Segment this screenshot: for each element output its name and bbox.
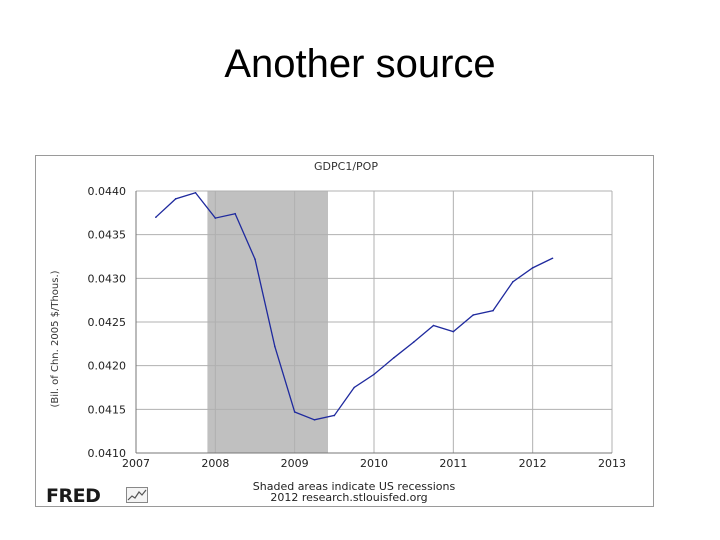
data-point bbox=[254, 258, 256, 260]
chart-title: GDPC1/POP bbox=[314, 160, 378, 173]
data-point bbox=[452, 330, 455, 333]
x-tick-label: 2012 bbox=[519, 457, 547, 470]
x-tick-label: 2007 bbox=[122, 457, 150, 470]
chart-frame: 0.0410 0.0415 0.0420 0.0425 0.0430 0.0435 0.04… bbox=[35, 155, 654, 507]
data-point bbox=[194, 191, 197, 194]
fred-logo: FRED bbox=[46, 485, 101, 507]
x-tick-label: 2013 bbox=[598, 457, 626, 470]
data-point bbox=[293, 411, 296, 413]
data-point bbox=[393, 357, 395, 359]
data-point bbox=[531, 267, 534, 269]
data-point bbox=[551, 257, 554, 260]
mini-chart-icon bbox=[126, 487, 148, 503]
y-tick-label: 0.0430 bbox=[88, 272, 127, 285]
data-point bbox=[353, 386, 355, 389]
y-tick-label: 0.0440 bbox=[88, 185, 127, 198]
recession-footnote: Shaded areas indicate US recessions bbox=[253, 480, 456, 493]
data-point bbox=[432, 324, 435, 327]
line-chart: 0.0410 0.0415 0.0420 0.0425 0.0430 0.0435 0.04… bbox=[50, 160, 626, 504]
data-point bbox=[412, 341, 415, 343]
source-credit: 2012 research.stlouisfed.org bbox=[270, 491, 427, 504]
y-tick-label: 0.0410 bbox=[88, 447, 127, 460]
x-tick-label: 2011 bbox=[439, 457, 467, 470]
x-tick-label: 2010 bbox=[360, 457, 388, 470]
data-point bbox=[492, 309, 494, 312]
x-tick-label: 2009 bbox=[281, 457, 309, 470]
data-point bbox=[512, 281, 514, 283]
x-tick-label: 2008 bbox=[201, 457, 229, 470]
data-point bbox=[313, 419, 316, 421]
data-point bbox=[333, 414, 336, 417]
y-tick-label: 0.0435 bbox=[88, 229, 127, 242]
data-point bbox=[472, 314, 474, 316]
y-tick-label: 0.0425 bbox=[88, 316, 127, 329]
data-point bbox=[373, 373, 375, 376]
y-tick-label: 0.0415 bbox=[88, 403, 127, 416]
data-point bbox=[234, 212, 236, 215]
data-point bbox=[274, 345, 276, 348]
y-axis-label: (Bil. of Chn. 2005 $/Thous.) bbox=[50, 270, 61, 407]
y-tick-label: 0.0420 bbox=[88, 360, 127, 373]
slide-title: Another source bbox=[224, 42, 496, 86]
data-point bbox=[155, 216, 157, 218]
data-point bbox=[214, 217, 217, 219]
data-point bbox=[174, 198, 177, 200]
